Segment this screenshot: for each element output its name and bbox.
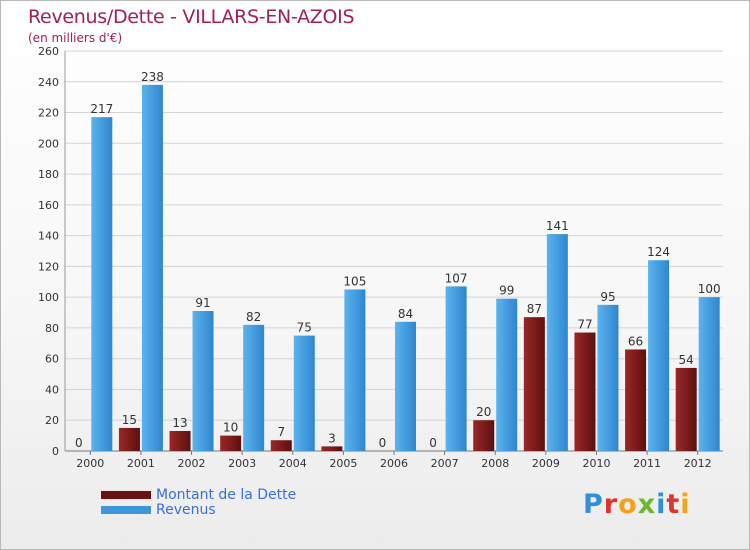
bar-revenus bbox=[293, 335, 315, 451]
data-label-dette: 13 bbox=[172, 416, 187, 430]
bar-revenus bbox=[192, 311, 214, 451]
x-tick-label: 2008 bbox=[481, 457, 509, 470]
bar-revenus bbox=[445, 286, 467, 451]
x-tick-label: 2010 bbox=[582, 457, 610, 470]
data-label-revenus: 84 bbox=[398, 307, 413, 321]
bar-revenus bbox=[344, 289, 366, 451]
data-label-dette: 77 bbox=[577, 318, 592, 332]
legend-swatch-revenus bbox=[101, 506, 151, 514]
chart-subtitle: (en milliers d'€) bbox=[28, 31, 123, 45]
data-label-dette: 3 bbox=[328, 431, 336, 445]
data-label-revenus: 95 bbox=[600, 290, 615, 304]
bar-dette bbox=[270, 440, 292, 451]
data-label-dette: 0 bbox=[379, 436, 387, 450]
y-tick-label: 60 bbox=[45, 353, 59, 366]
data-label-dette: 0 bbox=[429, 436, 437, 450]
bar-dette bbox=[675, 367, 697, 451]
bar-dette bbox=[118, 427, 140, 451]
bar-dette bbox=[473, 420, 495, 451]
bar-dette bbox=[169, 431, 191, 451]
chart-title: Revenus/Dette - VILLARS-EN-AZOIS bbox=[28, 6, 355, 28]
x-tick-label: 2002 bbox=[178, 457, 206, 470]
x-tick-label: 2007 bbox=[431, 457, 459, 470]
bar-revenus bbox=[698, 297, 720, 451]
bar-dette bbox=[321, 446, 343, 451]
x-tick-label: 2012 bbox=[684, 457, 712, 470]
bar-revenus bbox=[648, 260, 670, 451]
bar-dette bbox=[220, 435, 242, 451]
y-tick-label: 200 bbox=[38, 137, 59, 150]
data-label-revenus: 99 bbox=[499, 284, 514, 298]
y-tick-label: 80 bbox=[45, 322, 59, 335]
x-tick-label: 2005 bbox=[329, 457, 357, 470]
y-tick-label: 180 bbox=[38, 168, 59, 181]
data-label-revenus: 75 bbox=[297, 321, 312, 335]
bar-revenus bbox=[546, 234, 568, 451]
data-label-revenus: 141 bbox=[546, 219, 569, 233]
data-label-dette: 10 bbox=[223, 421, 238, 435]
proxiti-logo: Proxiti bbox=[583, 489, 691, 520]
x-tick-label: 2009 bbox=[532, 457, 560, 470]
y-tick-label: 40 bbox=[45, 383, 59, 396]
bar-revenus bbox=[243, 324, 265, 451]
legend-swatch-dette bbox=[101, 491, 151, 499]
data-label-revenus: 91 bbox=[195, 296, 210, 310]
bar-revenus bbox=[597, 304, 619, 451]
legend-label-revenus: Revenus bbox=[156, 502, 216, 518]
data-label-dette: 7 bbox=[277, 425, 285, 439]
data-label-dette: 87 bbox=[527, 302, 542, 316]
x-tick-label: 2003 bbox=[228, 457, 256, 470]
y-tick-label: 240 bbox=[38, 76, 59, 89]
x-tick-label: 2001 bbox=[127, 457, 155, 470]
data-label-revenus: 107 bbox=[445, 271, 468, 285]
data-label-revenus: 124 bbox=[647, 245, 670, 259]
data-label-dette: 0 bbox=[75, 436, 83, 450]
y-tick-label: 120 bbox=[38, 260, 59, 273]
y-tick-label: 260 bbox=[38, 45, 59, 58]
x-tick-label: 2011 bbox=[633, 457, 661, 470]
bar-revenus bbox=[395, 321, 416, 451]
x-tick-label: 2004 bbox=[279, 457, 307, 470]
y-tick-label: 160 bbox=[38, 199, 59, 212]
bar-revenus bbox=[91, 117, 113, 452]
y-tick-label: 140 bbox=[38, 230, 59, 243]
legend-label-dette: Montant de la Dette bbox=[156, 487, 297, 503]
bar-revenus bbox=[141, 84, 163, 451]
y-tick-label: 20 bbox=[45, 414, 59, 427]
y-tick-label: 0 bbox=[52, 445, 59, 458]
data-label-dette: 66 bbox=[628, 334, 643, 348]
data-label-dette: 15 bbox=[122, 413, 137, 427]
data-label-revenus: 105 bbox=[343, 274, 366, 288]
bar-revenus bbox=[496, 298, 518, 451]
data-label-revenus: 82 bbox=[246, 310, 261, 324]
data-label-dette: 54 bbox=[679, 353, 694, 367]
data-label-revenus: 238 bbox=[141, 70, 164, 84]
y-tick-label: 100 bbox=[38, 291, 59, 304]
x-tick-label: 2006 bbox=[380, 457, 408, 470]
data-label-revenus: 217 bbox=[90, 102, 113, 116]
bar-dette bbox=[625, 349, 647, 451]
y-tick-label: 220 bbox=[38, 107, 59, 120]
data-label-dette: 20 bbox=[476, 405, 491, 419]
bar-dette bbox=[523, 317, 545, 451]
data-label-revenus: 100 bbox=[698, 282, 721, 296]
x-tick-label: 2000 bbox=[76, 457, 104, 470]
bar-dette bbox=[574, 332, 596, 451]
